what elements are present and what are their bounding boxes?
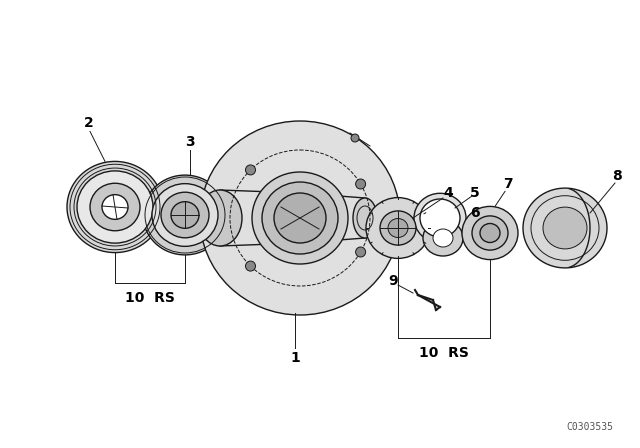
Ellipse shape: [143, 175, 227, 255]
Text: 6: 6: [470, 206, 480, 220]
Ellipse shape: [77, 171, 153, 243]
Ellipse shape: [67, 161, 163, 253]
Text: 10  RS: 10 RS: [125, 291, 175, 305]
Text: 9: 9: [388, 274, 398, 288]
Text: 10  RS: 10 RS: [419, 346, 469, 360]
Ellipse shape: [198, 190, 242, 246]
Text: C0303535: C0303535: [566, 422, 614, 432]
Ellipse shape: [366, 198, 430, 258]
Ellipse shape: [171, 202, 199, 228]
Ellipse shape: [246, 261, 255, 271]
Ellipse shape: [480, 224, 500, 242]
Ellipse shape: [102, 194, 128, 220]
Ellipse shape: [351, 134, 359, 142]
Ellipse shape: [353, 198, 377, 238]
Text: 3: 3: [185, 135, 195, 149]
Ellipse shape: [423, 220, 463, 256]
Ellipse shape: [472, 216, 508, 250]
Ellipse shape: [152, 184, 218, 246]
Ellipse shape: [90, 183, 140, 231]
Text: 7: 7: [503, 177, 513, 191]
Ellipse shape: [262, 182, 338, 254]
Ellipse shape: [246, 165, 255, 175]
Ellipse shape: [523, 188, 607, 268]
Ellipse shape: [274, 193, 326, 243]
Ellipse shape: [161, 192, 209, 238]
Ellipse shape: [433, 229, 453, 247]
Text: 8: 8: [612, 169, 622, 183]
Ellipse shape: [420, 199, 460, 237]
Ellipse shape: [543, 207, 587, 249]
Ellipse shape: [356, 247, 365, 257]
Text: 4: 4: [443, 186, 453, 200]
Ellipse shape: [252, 172, 348, 264]
Ellipse shape: [200, 121, 400, 315]
Ellipse shape: [380, 211, 416, 245]
Text: 1: 1: [290, 351, 300, 365]
Ellipse shape: [356, 179, 365, 189]
Ellipse shape: [388, 219, 408, 237]
Ellipse shape: [414, 193, 466, 243]
Ellipse shape: [462, 207, 518, 259]
Text: 2: 2: [84, 116, 94, 130]
Text: 5: 5: [470, 186, 480, 200]
